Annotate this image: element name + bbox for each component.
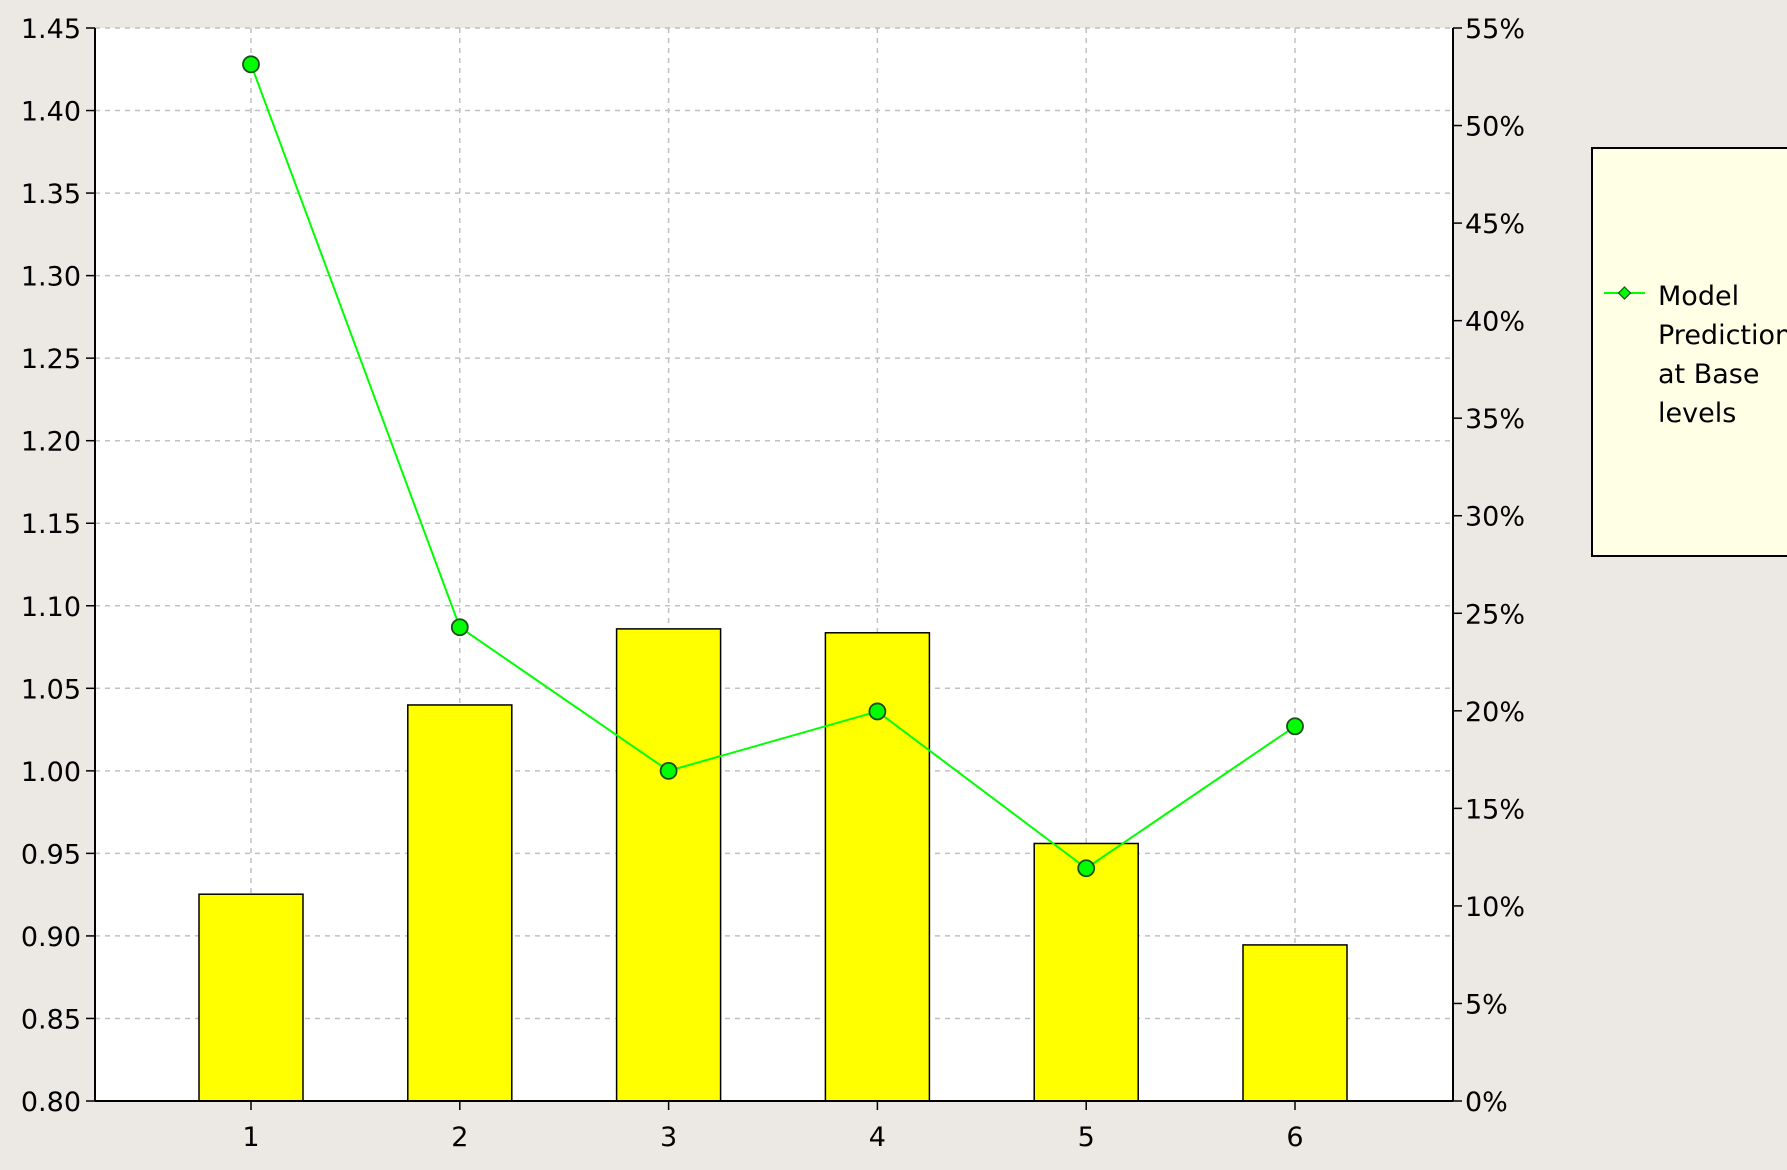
bar: [198, 893, 304, 1102]
prediction-point: [868, 702, 887, 721]
left-axis-tick-label: 1.00: [21, 757, 81, 788]
bar: [615, 628, 722, 1102]
legend: Model Prediction at Base levels: [1591, 147, 1787, 557]
left-axis-tick-label: 1.20: [21, 427, 81, 458]
right-axis-tick-label: 45%: [1465, 209, 1525, 240]
right-axis-tick-label: 40%: [1465, 307, 1525, 338]
left-axis-tick-label: 0.85: [21, 1004, 81, 1035]
x-axis-tick-label: 5: [1078, 1122, 1095, 1153]
right-axis-tick-label: 5%: [1465, 989, 1508, 1020]
prediction-point: [1077, 859, 1096, 878]
right-axis-tick-label: 50%: [1465, 112, 1525, 143]
left-axis-tick-label: 1.30: [21, 262, 81, 293]
left-axis-tick-label: 1.25: [21, 344, 81, 375]
right-axis-tick-label: 0%: [1465, 1087, 1508, 1118]
bar: [1033, 842, 1139, 1102]
legend-marker-icon: [1617, 286, 1632, 300]
left-axis-tick-label: 1.10: [21, 592, 81, 623]
x-axis-tick-label: 1: [242, 1122, 259, 1153]
axes: 0.80 0.85 0.90 0.95 1.00 1.05 1.10 1.15 1.20 1.25…: [21, 14, 1525, 1153]
right-axis-tick-label: 55%: [1465, 14, 1525, 45]
left-axis-tick-label: 1.35: [21, 179, 81, 210]
bar: [1242, 944, 1348, 1102]
x-axis-tick-label: 3: [660, 1122, 677, 1153]
right-axis-tick-label: 30%: [1465, 502, 1525, 533]
prediction-point: [659, 761, 678, 780]
legend-label-line: at Base: [1658, 359, 1759, 390]
plot-background: [95, 28, 1453, 1101]
prediction-point: [450, 618, 469, 637]
prediction-point: [242, 55, 260, 74]
line-series: [242, 55, 1304, 878]
prediction-line: [250, 63, 1296, 870]
left-axis-tick-label: 1.05: [21, 674, 81, 705]
legend-box: [1591, 147, 1787, 557]
right-axis-tick-label: 35%: [1465, 404, 1525, 435]
left-axis-tick-label: 0.90: [21, 922, 81, 953]
right-axis-tick-label: 20%: [1465, 697, 1525, 728]
legend-label-line: Prediction: [1658, 320, 1787, 351]
bar: [407, 704, 513, 1102]
left-axis-tick-label: 0.80: [21, 1087, 81, 1118]
right-axis-tick-label: 15%: [1465, 794, 1525, 825]
left-axis-tick-label: 0.95: [21, 839, 81, 870]
x-axis-tick-label: 2: [451, 1122, 468, 1153]
left-axis-tick-label: 1.45: [21, 14, 81, 45]
right-axis-tick-label: 25%: [1465, 599, 1525, 630]
right-axis-tick-label: 10%: [1465, 892, 1525, 923]
legend-label-line: levels: [1658, 398, 1736, 429]
bar-series: [198, 628, 1348, 1102]
left-axis-tick-label: 1.40: [21, 97, 81, 128]
grid-lines: [95, 27, 1453, 1101]
legend-label-line: Model: [1658, 281, 1739, 312]
x-axis-tick-label: 4: [869, 1122, 886, 1153]
x-axis-tick-label: 6: [1286, 1122, 1303, 1153]
prediction-point: [1286, 717, 1304, 736]
left-axis-tick-label: 1.15: [21, 509, 81, 540]
